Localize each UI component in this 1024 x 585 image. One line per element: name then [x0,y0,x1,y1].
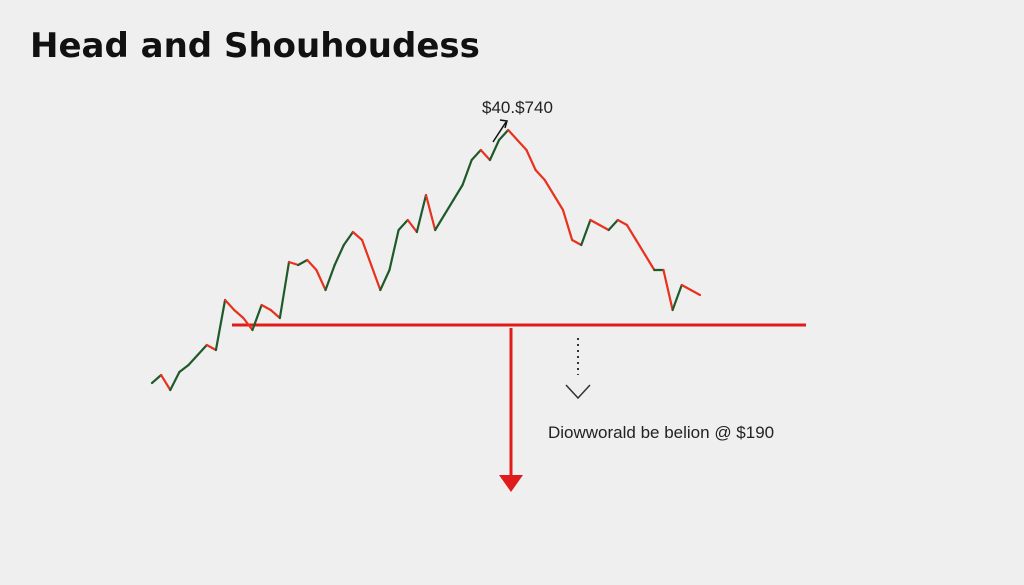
price-segment [406,218,418,234]
price-segment [169,370,181,392]
price-segment [589,218,601,227]
price-segment [607,218,619,232]
price-segment [324,263,336,292]
price-segment [662,268,674,312]
price-segment [306,258,318,272]
price-segment [479,148,492,162]
price-segment [370,263,382,292]
price-segment [552,193,565,212]
price-segment [452,183,464,202]
target-annotation: Diowworald be belion @ $190 [548,423,774,442]
price-segment [388,228,400,272]
price-segment [150,373,163,385]
price-segment [434,213,446,232]
price-segment [269,308,281,320]
price-segment [507,128,519,142]
price-segment [205,343,218,352]
head-annotation: $40.$740 [482,98,553,117]
annotation-arrowhead [499,119,508,129]
price-segment [397,218,409,232]
price-segment [360,238,373,267]
price-segment [342,230,355,247]
price-segment [187,353,199,367]
price-segment [260,303,272,312]
price-segment [251,303,263,332]
price-segment [616,218,629,227]
price-segment [516,138,528,152]
price-segment [214,298,227,352]
price-segment [525,148,537,172]
price-segment [178,363,190,374]
price-segment [415,193,428,234]
price-segment [160,373,172,392]
dotted-arrowhead [565,384,591,400]
price-segment [671,283,683,312]
price-segment [689,288,702,297]
price-segment [497,128,510,142]
price-segment [625,223,638,242]
price-segment [461,158,473,187]
price-segment [571,238,583,247]
price-segment [424,193,437,232]
price-segment [598,223,610,232]
price-segment [297,258,309,267]
price-segment [333,243,345,267]
price-segment [561,208,574,242]
annotation-pointer [492,121,507,143]
price-segment [470,148,482,162]
price-segment [443,198,455,217]
price-segment [534,168,546,182]
target-arrowhead [499,475,523,492]
price-segment [196,343,208,357]
price-segment [223,298,236,312]
price-segment [634,238,647,257]
price-segment [379,268,391,292]
price-segment [543,178,555,197]
price-segment [315,268,327,292]
price-segment [278,260,291,320]
price-segment [287,260,300,267]
price-segment [351,230,364,242]
chart-title: Head and Shouhoudess [30,26,480,66]
price-segment [580,218,592,247]
price-segment [644,253,656,272]
price-segment [242,316,254,332]
price-segment [488,138,501,162]
price-segment [680,283,692,292]
price-segment [233,308,245,320]
